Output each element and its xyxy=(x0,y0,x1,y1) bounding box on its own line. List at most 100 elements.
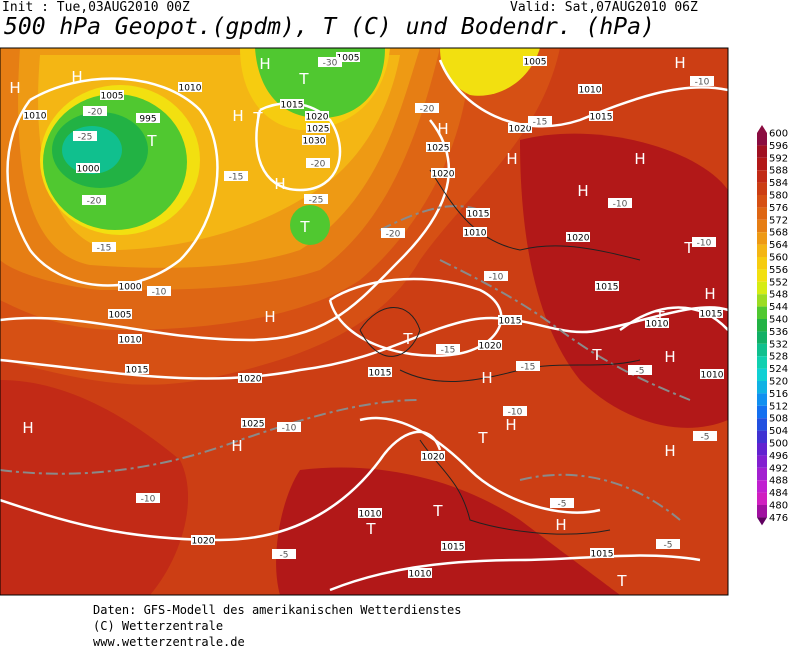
colorbar-band xyxy=(757,257,767,270)
isotherm-label: -10 xyxy=(697,239,712,249)
map-frame xyxy=(0,47,729,596)
isotherm-label: -25 xyxy=(309,196,324,206)
colorbar-band xyxy=(757,443,767,456)
colorbar-label: 552 xyxy=(769,277,788,288)
pressure-center: H xyxy=(22,419,33,437)
isotherm-label: -10 xyxy=(489,273,504,283)
label-box xyxy=(178,82,202,92)
isobar-label: 1010 xyxy=(646,320,669,330)
label-box xyxy=(484,271,508,281)
colorbar-band xyxy=(757,381,767,394)
label-box xyxy=(692,237,716,247)
isobar-label: 1025 xyxy=(307,125,330,135)
label-box xyxy=(306,158,330,168)
label-box xyxy=(118,281,142,291)
label-box xyxy=(241,418,265,428)
colorbar-band xyxy=(757,356,767,369)
isobar-label: 1015 xyxy=(442,543,465,553)
label-box xyxy=(336,52,360,62)
pressure-center: H xyxy=(506,150,517,168)
isotherm-label: -10 xyxy=(695,78,710,88)
label-box xyxy=(408,568,432,578)
pressure-center: H xyxy=(555,516,566,534)
colorbar-band xyxy=(757,232,767,245)
label-box xyxy=(690,76,714,86)
isotherm-label: -15 xyxy=(229,173,244,183)
label-box xyxy=(277,422,301,432)
isobar-label: 1010 xyxy=(579,86,602,96)
label-box xyxy=(590,548,614,558)
pressure-center: H xyxy=(664,348,675,366)
label-box xyxy=(528,116,552,126)
label-box xyxy=(436,344,460,354)
pressure-center: H xyxy=(259,55,270,73)
isobar-label: 1030 xyxy=(303,137,326,147)
isobar-label: 1015 xyxy=(700,310,723,320)
label-box xyxy=(191,535,215,545)
colorbar-label: 484 xyxy=(769,488,788,499)
colorbar-band xyxy=(757,269,767,282)
isotherm-label: -30 xyxy=(323,59,338,69)
isobar-label: 1020 xyxy=(479,342,502,352)
label-box xyxy=(136,493,160,503)
label-box xyxy=(441,541,465,551)
map-field xyxy=(0,48,728,595)
isotherm-label: -5 xyxy=(664,541,673,551)
colorbar-label: 580 xyxy=(769,191,788,202)
isobar-label: 1010 xyxy=(464,229,487,239)
isobar-label: 1015 xyxy=(499,317,522,327)
label-box xyxy=(224,171,248,181)
label-box xyxy=(83,106,107,116)
colorbar-band xyxy=(757,331,767,344)
colorbar-label: 576 xyxy=(769,203,788,214)
pressure-center: T xyxy=(477,429,488,447)
colorbar-label: 532 xyxy=(769,339,788,350)
map-title: 500 hPa Geopot.(gpdm), T (C) und Bodendr… xyxy=(4,14,655,40)
isobars xyxy=(0,59,728,592)
label-box xyxy=(608,198,632,208)
isotherm-label: -10 xyxy=(613,200,628,210)
label-box xyxy=(508,123,532,133)
colorbar-band xyxy=(757,281,767,295)
pressure-center: T xyxy=(299,218,310,236)
label-box xyxy=(304,194,328,204)
colorbar-band xyxy=(757,145,767,158)
colorbar-band xyxy=(757,219,767,233)
label-box xyxy=(147,286,171,296)
colorbar-band xyxy=(757,455,767,468)
isobar-label: 1010 xyxy=(119,336,142,346)
pressure-center: H xyxy=(577,182,588,200)
colorbar-band xyxy=(757,319,767,332)
colorbar-label: 536 xyxy=(769,327,788,338)
isotherms xyxy=(0,205,691,521)
pressure-center: H xyxy=(9,79,20,97)
colorbar-band xyxy=(757,492,767,505)
isobar-label: 1005 xyxy=(109,311,132,321)
coastlines xyxy=(359,169,641,535)
label-box xyxy=(516,361,540,371)
colorbar-label: 508 xyxy=(769,414,788,425)
pressure-center: H xyxy=(505,416,516,434)
colorbar-band xyxy=(757,182,767,195)
colorbar-label: 492 xyxy=(769,463,788,474)
label-box xyxy=(305,111,329,121)
label-box xyxy=(700,369,724,379)
colorbar-label: 544 xyxy=(769,302,788,313)
isobar-label: 995 xyxy=(139,115,156,125)
colorbar-label: 592 xyxy=(769,153,788,164)
isobar-label: 1025 xyxy=(427,144,450,154)
isotherm-label: -20 xyxy=(87,197,102,207)
colorbar-band xyxy=(757,480,767,493)
colorbar-band xyxy=(757,294,767,307)
label-box xyxy=(100,90,124,100)
label-box xyxy=(92,242,116,252)
isotherm-label: -20 xyxy=(311,160,326,170)
colorbar-label: 500 xyxy=(769,439,788,450)
colorbar-label: 496 xyxy=(769,451,788,462)
label-box xyxy=(302,135,326,145)
label-box xyxy=(108,309,132,319)
label-box xyxy=(589,111,613,121)
isobar-label: 1000 xyxy=(119,283,142,293)
colorbar-band xyxy=(757,195,767,208)
